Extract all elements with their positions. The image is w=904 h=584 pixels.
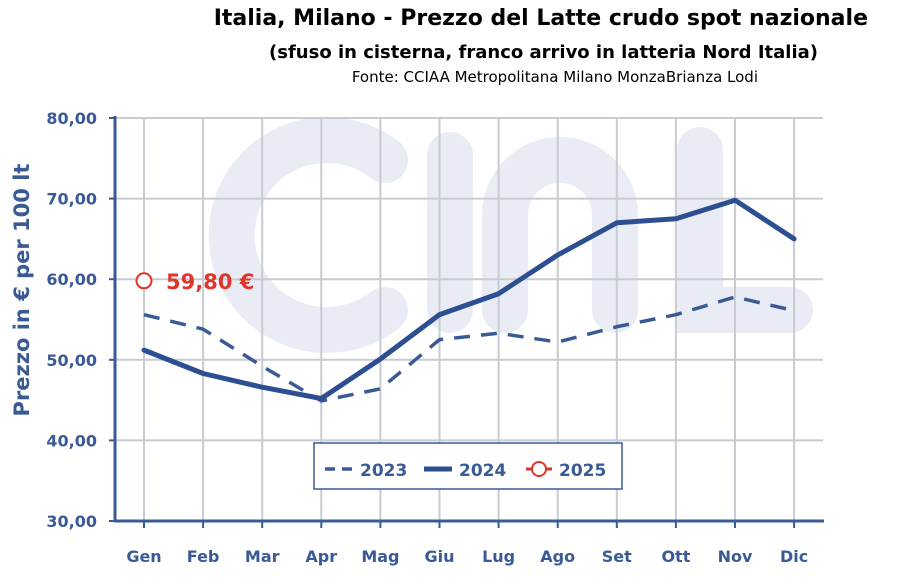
x-tick-label: Mar (245, 547, 280, 566)
cial-watermark-logo (208, 117, 813, 353)
annotation-2025: 59,80 € (166, 270, 254, 294)
y-tick-label: 70,00 (46, 190, 97, 209)
y-tick-label: 80,00 (46, 109, 97, 128)
x-tick-label: Apr (305, 547, 337, 566)
y-tick-label: 30,00 (46, 512, 97, 531)
axes (109, 116, 824, 528)
chart-title: Italia, Milano - Prezzo del Latte crudo … (213, 6, 868, 31)
series-point-2025 (135, 272, 153, 290)
x-tick-label: Giu (424, 547, 454, 566)
x-tick-label: Feb (187, 547, 220, 566)
annotation-label: 59,80 € (166, 270, 254, 294)
y-axis-label: Prezzo in € per 100 lt (10, 164, 34, 417)
series-line-2024 (141, 197, 797, 401)
y-tick-labels: 30,00 40,00 50,00 60,00 70,00 80,00 (46, 109, 97, 531)
x-tick-label: Set (602, 547, 632, 566)
legend-swatch-2025-marker (531, 461, 547, 477)
watermark-letter-c (208, 117, 408, 353)
chart-source: Fonte: CCIAA Metropolitana Milano MonzaB… (351, 68, 758, 86)
y-tick-label: 60,00 (46, 270, 97, 289)
y-tick-label: 50,00 (46, 351, 97, 370)
legend-label-2025: 2025 (559, 461, 606, 481)
x-tick-labels: Gen Feb Mar Apr Mag Giu Lug Ago Set Ott Nov Dic (126, 547, 808, 566)
series-lines (135, 197, 797, 403)
watermark-letter-a (482, 137, 638, 333)
gridlines (115, 117, 823, 521)
legend: 2023 2024 2025 (313, 442, 623, 490)
x-tick-label: Gen (126, 547, 161, 566)
legend-label-2024: 2024 (459, 461, 506, 481)
x-tick-label: Dic (780, 547, 808, 566)
x-tick-label: Mag (361, 547, 399, 566)
legend-box (313, 442, 623, 490)
x-tick-label: Ott (661, 547, 690, 566)
watermark-letter-l (677, 127, 813, 333)
x-tick-label: Ago (540, 547, 575, 566)
series-line-2023 (143, 295, 795, 403)
legend-label-2023: 2023 (360, 461, 407, 481)
x-tick-label: Nov (718, 547, 753, 566)
x-tick-label: Lug (482, 547, 515, 566)
chart-subtitle: (sfuso in cisterna, franco arrivo in lat… (269, 42, 818, 63)
y-tick-label: 40,00 (46, 431, 97, 450)
